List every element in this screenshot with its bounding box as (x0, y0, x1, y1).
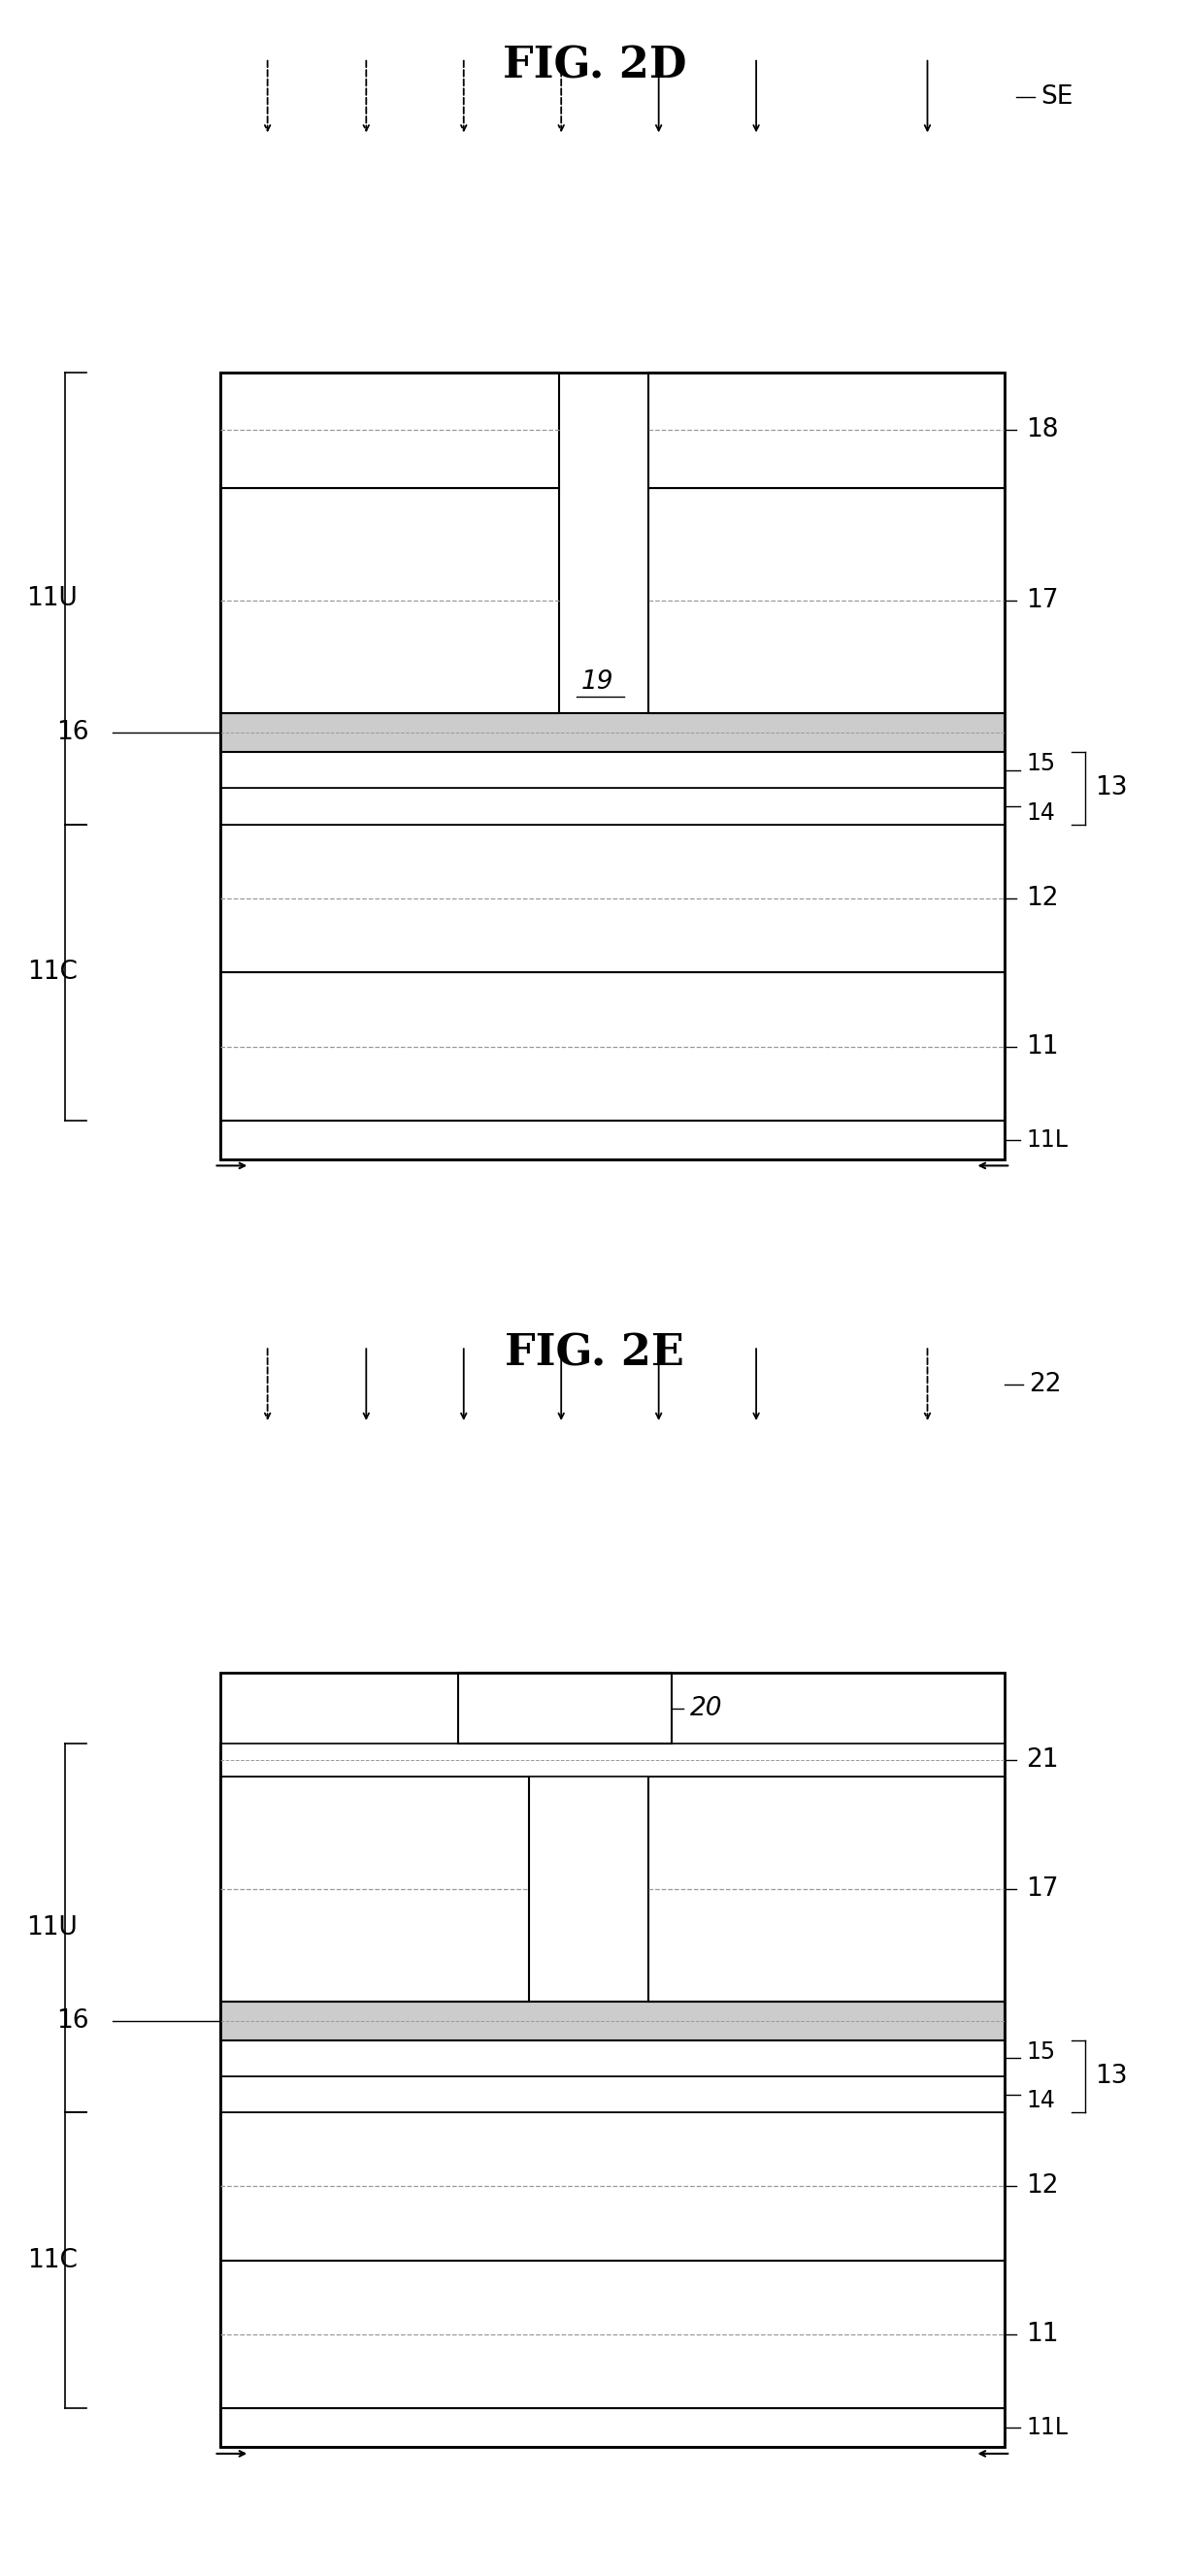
Text: FIG. 2E: FIG. 2E (505, 1334, 684, 1376)
Text: 21: 21 (1026, 1747, 1058, 1772)
Bar (220, 1777, 529, 2002)
Text: 12: 12 (1026, 886, 1058, 912)
Bar (220, 2040, 1005, 2076)
Text: 17: 17 (1026, 1875, 1058, 1901)
Bar (220, 824, 1005, 974)
Text: 18: 18 (1026, 417, 1058, 443)
Text: 11C: 11C (27, 961, 77, 984)
Bar (220, 2409, 1005, 2447)
Text: 13: 13 (1095, 775, 1127, 801)
Text: 16: 16 (57, 2009, 89, 2032)
Bar (648, 374, 1005, 489)
Text: 14: 14 (1026, 801, 1055, 824)
Bar (458, 1674, 672, 1744)
Bar (220, 2112, 1005, 2262)
Text: 11: 11 (1026, 1033, 1058, 1059)
Bar (220, 2262, 1005, 2409)
Bar (220, 1674, 1005, 2447)
Bar (220, 489, 559, 714)
Text: 11C: 11C (27, 2249, 77, 2272)
Bar (220, 788, 1005, 824)
Bar (648, 489, 1005, 714)
Text: 20: 20 (690, 1695, 722, 1721)
Text: 22: 22 (1028, 1373, 1061, 1396)
Text: 11U: 11U (26, 1917, 77, 1940)
Bar (220, 374, 1005, 1159)
Bar (220, 974, 1005, 1121)
Bar (220, 1744, 1005, 1777)
Bar (220, 752, 1005, 788)
Text: 14: 14 (1026, 2089, 1055, 2112)
Text: 16: 16 (57, 721, 89, 744)
Text: 15: 15 (1026, 752, 1056, 775)
Text: SE: SE (1040, 85, 1072, 108)
Bar (220, 2002, 1005, 2040)
Text: 11U: 11U (26, 585, 77, 611)
Text: 11L: 11L (1026, 2416, 1068, 2439)
Bar (648, 1777, 1005, 2002)
Text: 11: 11 (1026, 2321, 1058, 2347)
Text: 19: 19 (581, 670, 614, 696)
Bar (220, 1121, 1005, 1159)
Bar (220, 2076, 1005, 2112)
Bar (220, 714, 1005, 752)
Text: 11L: 11L (1026, 1128, 1068, 1151)
Text: 12: 12 (1026, 2174, 1058, 2200)
Bar (220, 374, 559, 489)
Text: FIG. 2D: FIG. 2D (503, 46, 686, 88)
Text: 13: 13 (1095, 2063, 1127, 2089)
Text: 15: 15 (1026, 2040, 1056, 2063)
Text: 17: 17 (1026, 587, 1058, 613)
